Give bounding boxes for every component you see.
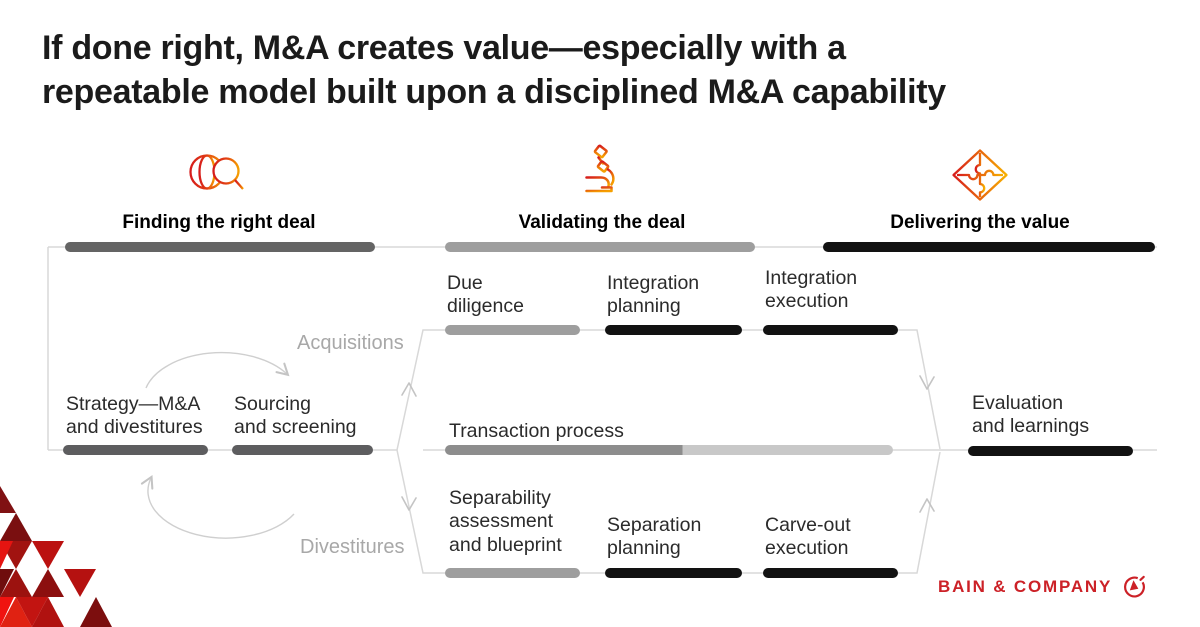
- mosaic-triangle: [0, 569, 32, 597]
- step-bar-sourcing: [232, 445, 373, 455]
- mosaic-triangle: [0, 486, 16, 513]
- step-bar-evaluation: [968, 446, 1133, 456]
- step-bar-integration-planning: [605, 325, 742, 335]
- step-label-separation-planning: Separation planning: [607, 514, 702, 560]
- step-bar-carveout-execution: [763, 568, 898, 578]
- fork-up-arrow-icon: [401, 382, 417, 397]
- mosaic-triangle: [64, 569, 96, 597]
- step-label-separability: Separability assessment and blueprint: [449, 487, 562, 556]
- mosaic-triangle: [0, 541, 32, 569]
- mosaic-triangle: [0, 597, 32, 627]
- branch-label-divestitures: Divestitures: [300, 536, 405, 558]
- cycle-arrow-bottom: [140, 474, 295, 539]
- step-bar-due-diligence: [445, 325, 580, 335]
- mosaic-triangle: [80, 597, 112, 627]
- mosaic-triangle: [0, 513, 32, 541]
- bain-compass-icon: [1124, 575, 1145, 598]
- mosaic-triangle: [32, 569, 64, 597]
- branch-label-acquisitions: Acquisitions: [297, 332, 404, 354]
- step-label-integration-planning: Integration planning: [607, 272, 700, 318]
- step-label-strategy: Strategy—M&A and divestitures: [66, 393, 203, 439]
- step-bar-separation-planning: [605, 568, 742, 578]
- step-bar-strategy: [63, 445, 208, 455]
- phase-bar-validating: [445, 242, 755, 252]
- bain-logo-text: BAIN & COMPANY: [938, 577, 1113, 596]
- merge-up-arrow-icon: [919, 498, 935, 513]
- phase-header-delivering: Delivering the value: [890, 212, 1070, 233]
- step-label-evaluation: Evaluation and learnings: [972, 392, 1090, 438]
- step-label-integration-execution: Integration execution: [765, 267, 858, 313]
- step-label-due-diligence: Due diligence: [447, 272, 524, 318]
- merge-down-arrow-icon: [919, 375, 935, 390]
- step-label-carveout-execution: Carve-out execution: [765, 514, 851, 560]
- puzzle-icon: [952, 149, 1008, 201]
- mosaic-triangle: [16, 597, 48, 627]
- cycle-arrow-top: [145, 351, 290, 389]
- step-label-sourcing: Sourcing and screening: [234, 393, 357, 439]
- phase-bar-finding: [65, 242, 375, 252]
- step-label-transaction-process: Transaction process: [449, 420, 624, 442]
- mosaic-triangle: [0, 597, 14, 627]
- mosaic-triangle: [0, 541, 13, 569]
- globe-magnifier-icon: [189, 154, 244, 190]
- mosaic-triangle: [32, 541, 64, 569]
- step-bar-transaction-process: [445, 445, 893, 455]
- phase-header-finding: Finding the right deal: [122, 212, 316, 233]
- page-title: If done right, M&A creates value—especia…: [42, 29, 946, 112]
- microscope-icon: [585, 144, 615, 193]
- step-bar-integration-execution: [763, 325, 898, 335]
- mosaic-triangle: [0, 569, 14, 597]
- phase-bar-delivering: [823, 242, 1155, 252]
- step-bar-separability: [445, 568, 580, 578]
- mosaic-triangle: [32, 597, 64, 627]
- fork-down-arrow-icon: [401, 496, 417, 511]
- phase-header-validating: Validating the deal: [518, 212, 686, 233]
